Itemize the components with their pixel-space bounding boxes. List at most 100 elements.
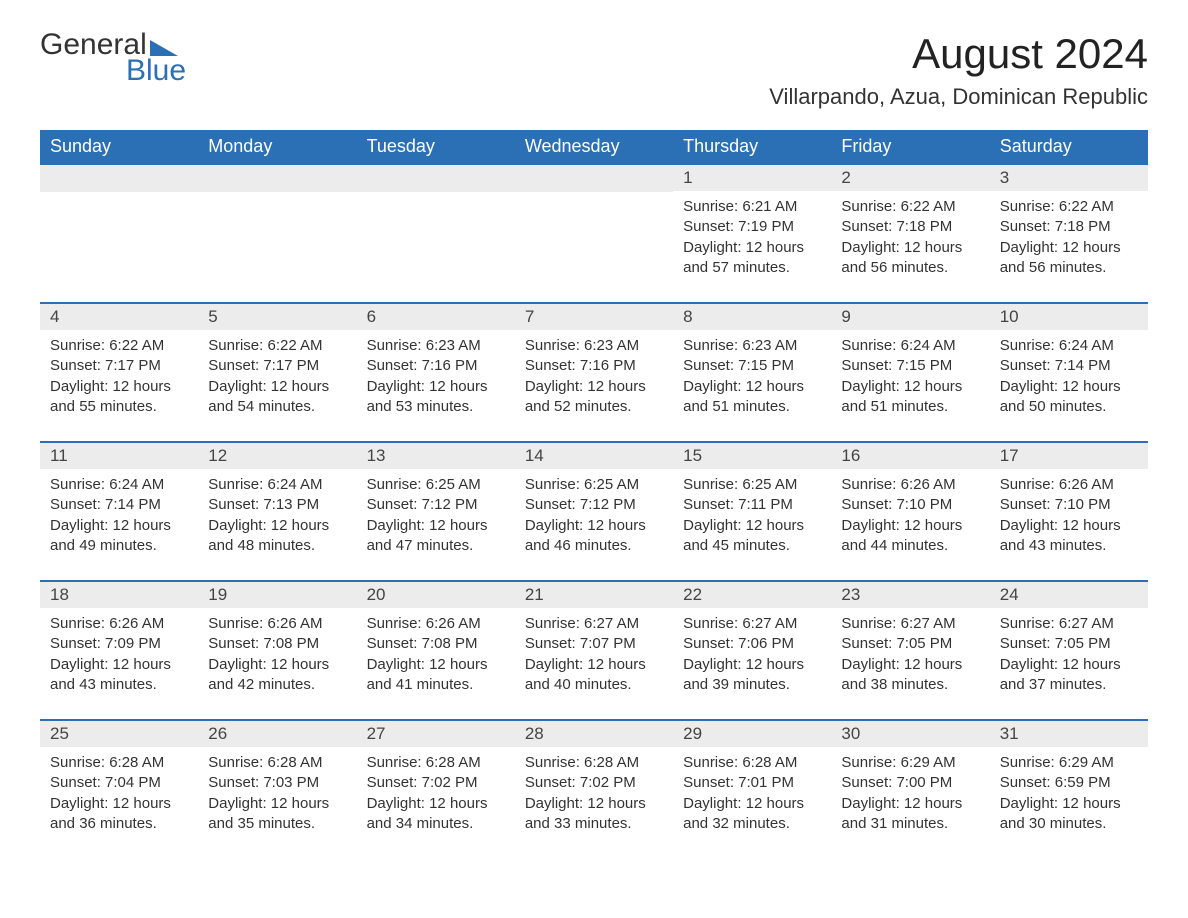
sunset-line: Sunset: 7:13 PM (208, 495, 346, 515)
sunset-line: Sunset: 7:16 PM (525, 356, 663, 376)
calendar-day-cell: 1Sunrise: 6:21 AMSunset: 7:19 PMDaylight… (673, 164, 831, 303)
daylight-line: Daylight: 12 hours and 47 minutes. (367, 516, 505, 557)
calendar-day-cell (515, 164, 673, 303)
day-number: 23 (831, 582, 989, 608)
day-number: 5 (198, 304, 356, 330)
calendar-week-row: 1Sunrise: 6:21 AMSunset: 7:19 PMDaylight… (40, 164, 1148, 303)
daylight-line: Daylight: 12 hours and 34 minutes. (367, 794, 505, 835)
day-number: 15 (673, 443, 831, 469)
sunrise-line: Sunrise: 6:21 AM (683, 197, 821, 217)
daylight-line: Daylight: 12 hours and 49 minutes. (50, 516, 188, 557)
calendar-week-row: 4Sunrise: 6:22 AMSunset: 7:17 PMDaylight… (40, 303, 1148, 442)
daylight-line: Daylight: 12 hours and 31 minutes. (841, 794, 979, 835)
sunset-line: Sunset: 7:01 PM (683, 773, 821, 793)
sunset-line: Sunset: 7:08 PM (208, 634, 346, 654)
day-number: 16 (831, 443, 989, 469)
day-body: Sunrise: 6:27 AMSunset: 7:06 PMDaylight:… (673, 608, 831, 719)
calendar-day-cell: 16Sunrise: 6:26 AMSunset: 7:10 PMDayligh… (831, 442, 989, 581)
day-body: Sunrise: 6:29 AMSunset: 6:59 PMDaylight:… (990, 747, 1148, 858)
daylight-line: Daylight: 12 hours and 32 minutes. (683, 794, 821, 835)
day-body (40, 192, 198, 302)
day-number: 25 (40, 721, 198, 747)
day-number: 8 (673, 304, 831, 330)
daylight-line: Daylight: 12 hours and 56 minutes. (841, 238, 979, 279)
daylight-line: Daylight: 12 hours and 51 minutes. (683, 377, 821, 418)
calendar-day-cell: 31Sunrise: 6:29 AMSunset: 6:59 PMDayligh… (990, 720, 1148, 858)
day-body: Sunrise: 6:28 AMSunset: 7:02 PMDaylight:… (515, 747, 673, 858)
weekday-header: Monday (198, 130, 356, 164)
day-number: 13 (357, 443, 515, 469)
calendar-day-cell (40, 164, 198, 303)
day-number: 14 (515, 443, 673, 469)
sunrise-line: Sunrise: 6:23 AM (367, 336, 505, 356)
day-number (40, 165, 198, 192)
calendar-week-row: 11Sunrise: 6:24 AMSunset: 7:14 PMDayligh… (40, 442, 1148, 581)
day-body: Sunrise: 6:28 AMSunset: 7:04 PMDaylight:… (40, 747, 198, 858)
sunset-line: Sunset: 7:02 PM (525, 773, 663, 793)
sunrise-line: Sunrise: 6:26 AM (367, 614, 505, 634)
daylight-line: Daylight: 12 hours and 35 minutes. (208, 794, 346, 835)
calendar-day-cell: 4Sunrise: 6:22 AMSunset: 7:17 PMDaylight… (40, 303, 198, 442)
daylight-line: Daylight: 12 hours and 51 minutes. (841, 377, 979, 418)
sunset-line: Sunset: 7:12 PM (525, 495, 663, 515)
sunrise-line: Sunrise: 6:27 AM (525, 614, 663, 634)
day-body: Sunrise: 6:28 AMSunset: 7:02 PMDaylight:… (357, 747, 515, 858)
day-number (198, 165, 356, 192)
sunset-line: Sunset: 7:07 PM (525, 634, 663, 654)
weekday-header: Friday (831, 130, 989, 164)
day-number: 4 (40, 304, 198, 330)
sunset-line: Sunset: 7:15 PM (683, 356, 821, 376)
day-number: 19 (198, 582, 356, 608)
day-body: Sunrise: 6:22 AMSunset: 7:18 PMDaylight:… (990, 191, 1148, 302)
calendar-day-cell: 19Sunrise: 6:26 AMSunset: 7:08 PMDayligh… (198, 581, 356, 720)
day-body: Sunrise: 6:23 AMSunset: 7:16 PMDaylight:… (515, 330, 673, 441)
sunset-line: Sunset: 7:14 PM (1000, 356, 1138, 376)
day-body (198, 192, 356, 302)
calendar-day-cell: 3Sunrise: 6:22 AMSunset: 7:18 PMDaylight… (990, 164, 1148, 303)
calendar-header: SundayMondayTuesdayWednesdayThursdayFrid… (40, 130, 1148, 164)
weekday-header: Tuesday (357, 130, 515, 164)
calendar-day-cell: 11Sunrise: 6:24 AMSunset: 7:14 PMDayligh… (40, 442, 198, 581)
sunset-line: Sunset: 7:10 PM (1000, 495, 1138, 515)
daylight-line: Daylight: 12 hours and 38 minutes. (841, 655, 979, 696)
day-body: Sunrise: 6:27 AMSunset: 7:05 PMDaylight:… (990, 608, 1148, 719)
day-number: 26 (198, 721, 356, 747)
day-body: Sunrise: 6:24 AMSunset: 7:14 PMDaylight:… (40, 469, 198, 580)
calendar-day-cell: 27Sunrise: 6:28 AMSunset: 7:02 PMDayligh… (357, 720, 515, 858)
sunrise-line: Sunrise: 6:28 AM (367, 753, 505, 773)
calendar-day-cell: 10Sunrise: 6:24 AMSunset: 7:14 PMDayligh… (990, 303, 1148, 442)
day-number: 18 (40, 582, 198, 608)
day-body: Sunrise: 6:29 AMSunset: 7:00 PMDaylight:… (831, 747, 989, 858)
sunrise-line: Sunrise: 6:29 AM (1000, 753, 1138, 773)
sunrise-line: Sunrise: 6:22 AM (208, 336, 346, 356)
calendar-day-cell: 2Sunrise: 6:22 AMSunset: 7:18 PMDaylight… (831, 164, 989, 303)
sunrise-line: Sunrise: 6:29 AM (841, 753, 979, 773)
day-body: Sunrise: 6:21 AMSunset: 7:19 PMDaylight:… (673, 191, 831, 302)
sunrise-line: Sunrise: 6:26 AM (1000, 475, 1138, 495)
sunset-line: Sunset: 7:09 PM (50, 634, 188, 654)
day-number: 31 (990, 721, 1148, 747)
day-number: 22 (673, 582, 831, 608)
sunrise-line: Sunrise: 6:28 AM (683, 753, 821, 773)
sunrise-line: Sunrise: 6:24 AM (208, 475, 346, 495)
day-body: Sunrise: 6:22 AMSunset: 7:17 PMDaylight:… (198, 330, 356, 441)
calendar-body: 1Sunrise: 6:21 AMSunset: 7:19 PMDaylight… (40, 164, 1148, 858)
day-body: Sunrise: 6:26 AMSunset: 7:08 PMDaylight:… (198, 608, 356, 719)
sunrise-line: Sunrise: 6:26 AM (208, 614, 346, 634)
sunset-line: Sunset: 7:15 PM (841, 356, 979, 376)
sunset-line: Sunset: 7:18 PM (841, 217, 979, 237)
daylight-line: Daylight: 12 hours and 48 minutes. (208, 516, 346, 557)
day-number: 7 (515, 304, 673, 330)
calendar-day-cell: 6Sunrise: 6:23 AMSunset: 7:16 PMDaylight… (357, 303, 515, 442)
sunrise-line: Sunrise: 6:25 AM (525, 475, 663, 495)
day-body: Sunrise: 6:26 AMSunset: 7:10 PMDaylight:… (831, 469, 989, 580)
day-number: 27 (357, 721, 515, 747)
sunrise-line: Sunrise: 6:25 AM (683, 475, 821, 495)
day-body: Sunrise: 6:28 AMSunset: 7:03 PMDaylight:… (198, 747, 356, 858)
sunset-line: Sunset: 7:17 PM (208, 356, 346, 376)
sunrise-line: Sunrise: 6:28 AM (50, 753, 188, 773)
sunrise-line: Sunrise: 6:28 AM (525, 753, 663, 773)
sunset-line: Sunset: 7:12 PM (367, 495, 505, 515)
calendar-week-row: 18 Sunrise: 6:26 AM Sunset: 7:09 PM Dayligh… (40, 581, 1148, 720)
sunset-line: Sunset: 7:17 PM (50, 356, 188, 376)
